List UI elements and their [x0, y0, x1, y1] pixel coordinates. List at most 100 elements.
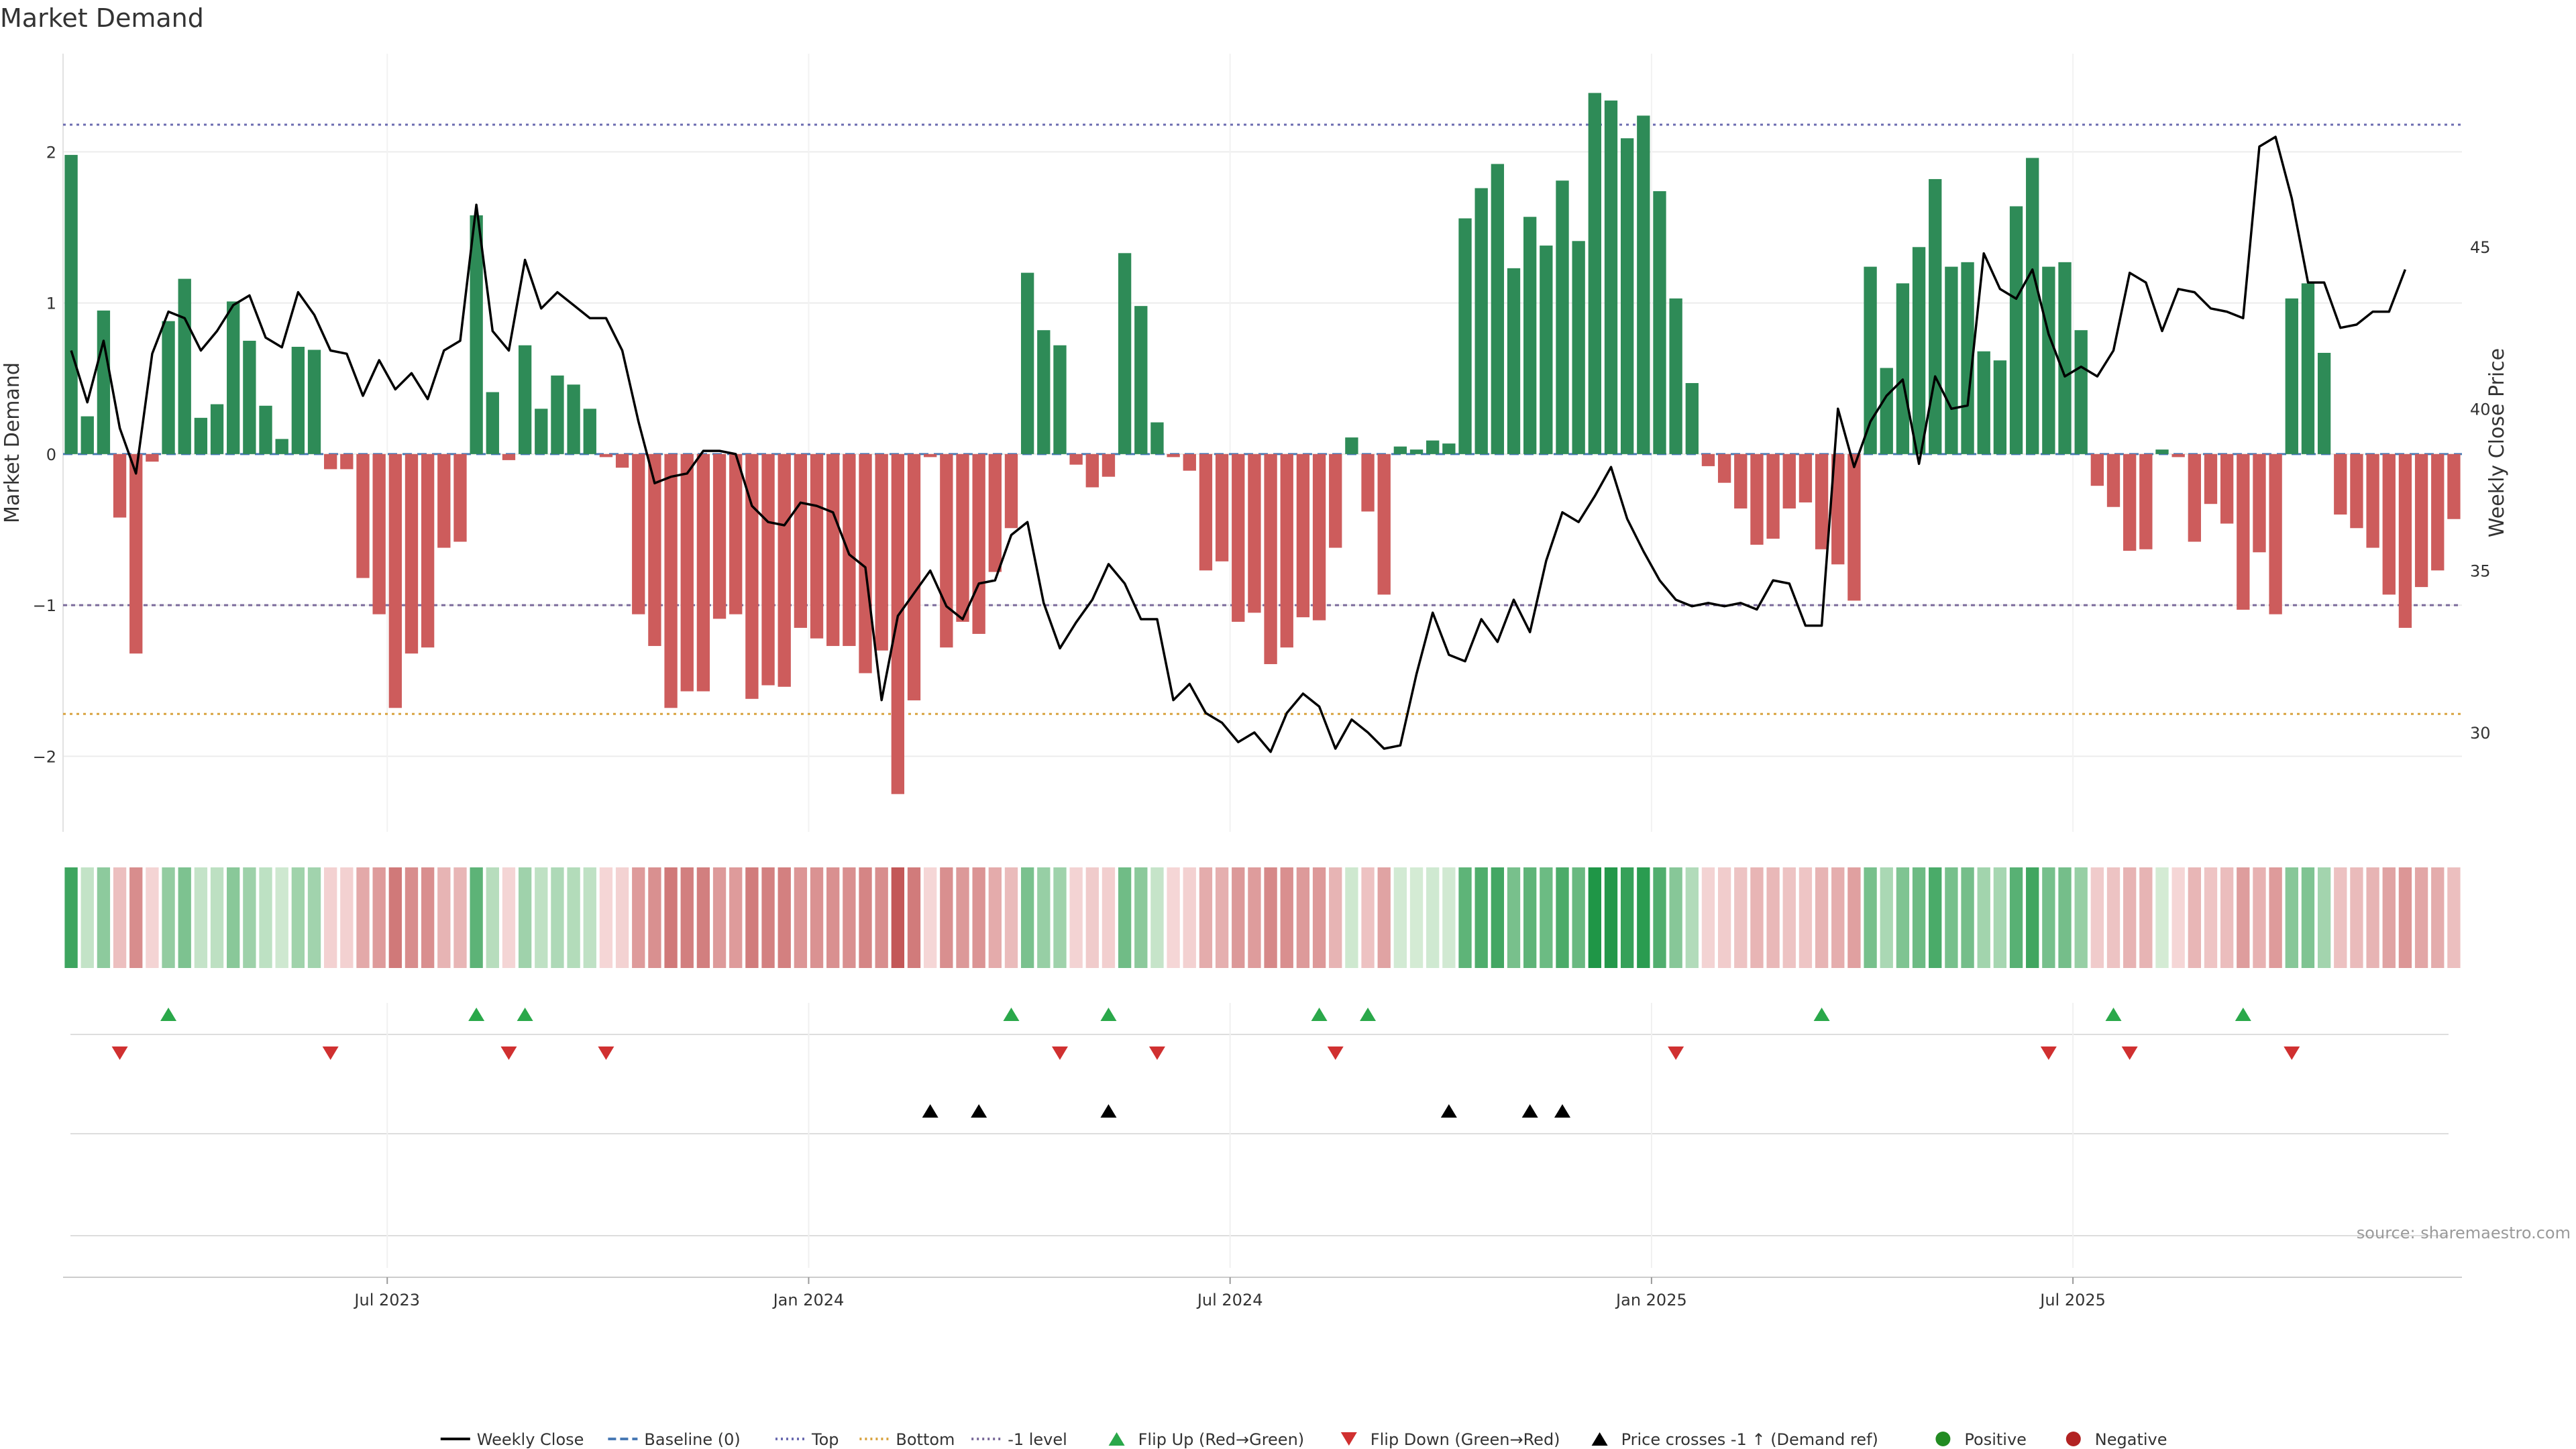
heat-cell [1199, 867, 1213, 968]
demand-bar [2382, 453, 2396, 595]
y-left-tick-label: 1 [46, 294, 56, 313]
demand-bar [1491, 164, 1505, 454]
heat-cell [1588, 867, 1601, 968]
heat-cell [178, 867, 191, 968]
y-left-tick-label: 0 [46, 445, 56, 464]
heat-cell [777, 867, 791, 968]
heat-cell [2253, 867, 2266, 968]
demand-bar [1782, 453, 1796, 508]
heat-cell [2220, 867, 2234, 968]
cross-up-marker [1521, 1104, 1538, 1118]
demand-bar [2431, 453, 2445, 571]
demand-bar [2106, 453, 2121, 507]
heat-cell [859, 867, 872, 968]
heat-cell [64, 867, 78, 968]
legend-swatch [1340, 1432, 1357, 1446]
heat-cell [1312, 867, 1326, 968]
demand-bar [453, 453, 467, 542]
heat-cell [1280, 867, 1293, 968]
demand-bar [2398, 453, 2412, 628]
demand-bar [2301, 283, 2315, 454]
heat-cell [2317, 867, 2331, 968]
heat-cell [227, 867, 240, 968]
legend-item: Negative [2065, 1430, 2167, 1449]
heat-cell [2106, 867, 2121, 968]
source-note: source: sharemaestro.com [2357, 1224, 2571, 1242]
demand-bar [810, 453, 824, 639]
demand-bar [372, 453, 386, 614]
demand-bar [1880, 368, 1893, 454]
demand-bar [324, 453, 337, 470]
heat-cell [2431, 867, 2445, 968]
heat-cell [2139, 867, 2153, 968]
demand-bar [2285, 298, 2298, 454]
heat-cell [1847, 867, 1861, 968]
demand-bar [2042, 266, 2055, 454]
x-tick-label: Jan 2025 [1615, 1291, 1687, 1309]
demand-bar [777, 453, 791, 687]
demand-bar [1929, 178, 1942, 454]
demand-bar [259, 405, 272, 454]
demand-bar [2334, 453, 2347, 515]
demand-bar [1280, 453, 1293, 648]
demand-bar [113, 453, 127, 518]
demand-bar [1604, 100, 1618, 454]
demand-bar [2253, 453, 2266, 553]
heat-cell [1701, 867, 1715, 968]
heat-cell [1053, 867, 1067, 968]
heat-cell [518, 867, 532, 968]
heat-cell [1799, 867, 1813, 968]
demand-bar [1134, 306, 1148, 454]
flip-up-marker [1360, 1008, 1377, 1021]
flip-up-marker [160, 1008, 177, 1021]
heat-cell [2123, 867, 2137, 968]
cross-up-marker [922, 1104, 938, 1118]
heat-cell [1929, 867, 1942, 968]
heat-cell [1491, 867, 1505, 968]
heat-cell [437, 867, 451, 968]
legend-label: Price crosses -1 ↑ (Demand ref) [1621, 1430, 1878, 1449]
demand-bar [875, 453, 888, 651]
demand-bar [64, 154, 78, 454]
demand-bar [648, 453, 661, 646]
demand-bar [2171, 453, 2185, 458]
demand-bar [615, 453, 629, 468]
heat-cell [875, 867, 888, 968]
demand-heat-strip [64, 867, 2461, 968]
heat-cell [1426, 867, 1440, 968]
demand-bar [972, 453, 985, 634]
heat-cell [1831, 867, 1845, 968]
cross-up-marker [1554, 1104, 1570, 1118]
heat-cell [1329, 867, 1342, 968]
demand-bar [1312, 453, 1326, 621]
heat-cell [1296, 867, 1310, 968]
demand-bar [535, 409, 548, 454]
heat-cell [1020, 867, 1034, 968]
demand-bar [1150, 422, 1164, 454]
heat-cell [712, 867, 727, 968]
demand-bar [129, 453, 143, 654]
demand-bar [1167, 453, 1180, 458]
heat-cell [2414, 867, 2428, 968]
heat-cell [1264, 867, 1277, 968]
heat-cell [2285, 867, 2298, 968]
demand-bar [1037, 330, 1051, 454]
cross-up-marker [1100, 1104, 1117, 1118]
y-right-tick-label: 40 [2470, 400, 2491, 419]
heat-cell [729, 867, 743, 968]
heat-cell [502, 867, 516, 968]
price-series [70, 136, 2407, 753]
demand-bar [227, 301, 240, 454]
flip-down-marker [1148, 1046, 1165, 1060]
demand-bar [2123, 453, 2137, 551]
heat-cell [1620, 867, 1634, 968]
demand-bar [1653, 191, 1666, 454]
demand-bar [2220, 453, 2234, 524]
heat-cell [907, 867, 921, 968]
flip-down-marker [2284, 1046, 2300, 1060]
legend-item: Positive [1935, 1430, 2027, 1449]
heat-cell [599, 867, 613, 968]
demand-bar [146, 453, 159, 462]
flip-up-marker [2235, 1008, 2251, 1021]
heat-cell [826, 867, 840, 968]
